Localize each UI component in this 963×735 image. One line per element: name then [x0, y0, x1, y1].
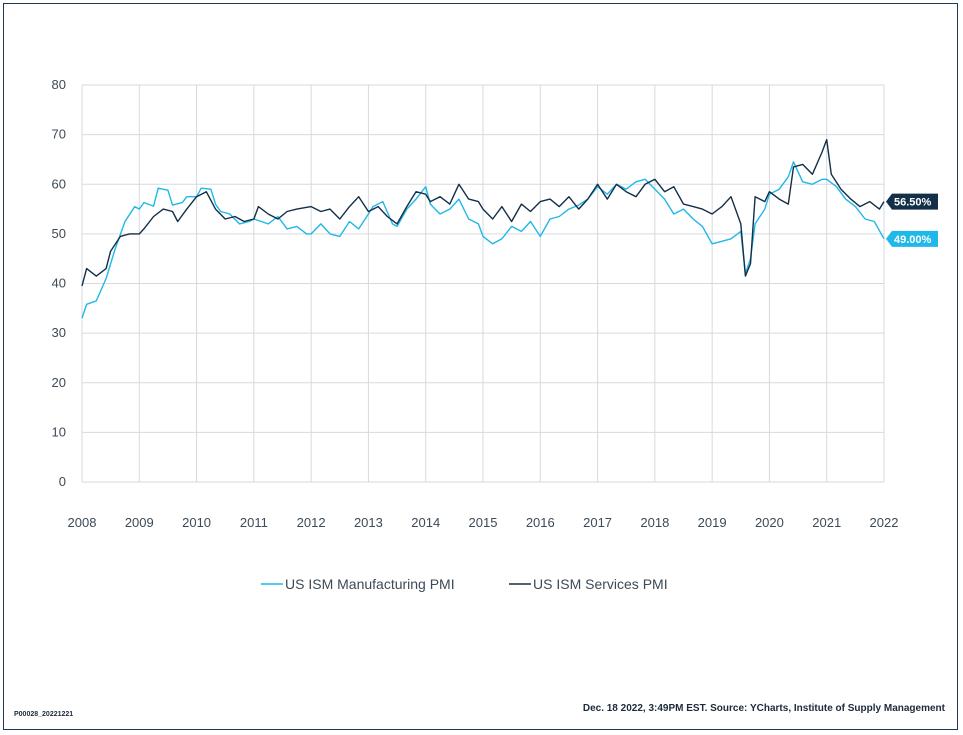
end-value-label: 49.00% — [894, 234, 932, 246]
x-tick-label: 2021 — [812, 515, 841, 530]
end-value-badge — [886, 193, 938, 210]
legend-label: US ISM Manufacturing PMI — [285, 576, 455, 592]
x-tick-label: 2009 — [125, 515, 154, 530]
source-note: Dec. 18 2022, 3:49PM EST. Source: YChart… — [582, 703, 945, 714]
y-tick-label: 0 — [59, 474, 66, 489]
y-tick-label: 80 — [52, 77, 66, 92]
x-tick-label: 2017 — [583, 515, 612, 530]
x-tick-label: 2022 — [870, 515, 899, 530]
end-value-badge — [886, 230, 938, 247]
y-tick-label: 40 — [52, 276, 66, 291]
x-tick-label: 2011 — [240, 515, 268, 530]
y-tick-label: 70 — [52, 127, 66, 142]
y-tick-label: 30 — [52, 325, 66, 340]
legend-label: US ISM Services PMI — [533, 576, 668, 592]
x-tick-label: 2020 — [755, 515, 784, 530]
x-tick-label: 2015 — [469, 515, 498, 530]
x-tick-label: 2018 — [640, 515, 669, 530]
chart-code: P00028_20221221 — [14, 711, 74, 718]
x-tick-label: 2014 — [411, 515, 440, 530]
y-tick-label: 10 — [52, 424, 66, 439]
y-tick-label: 50 — [52, 226, 66, 241]
chart-frame — [3, 3, 958, 730]
series-line-services — [81, 138, 885, 287]
x-tick-label: 2012 — [297, 515, 326, 530]
end-value-label: 56.50% — [894, 197, 932, 209]
x-tick-label: 2010 — [182, 515, 211, 530]
x-tick-label: 2016 — [526, 515, 555, 530]
x-tick-label: 2019 — [698, 515, 727, 530]
y-tick-label: 60 — [52, 176, 66, 191]
x-tick-label: 2008 — [68, 515, 97, 530]
y-tick-label: 20 — [52, 375, 66, 390]
x-tick-label: 2013 — [354, 515, 383, 530]
